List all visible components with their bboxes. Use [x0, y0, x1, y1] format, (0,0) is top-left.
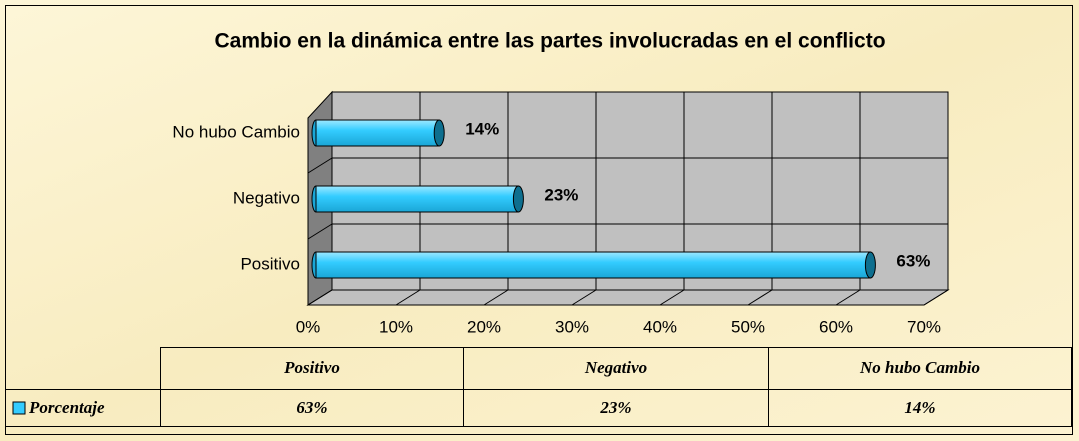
x-tick-label: 60% — [819, 317, 853, 336]
table-value: 14% — [904, 398, 935, 417]
legend-label: Porcentaje — [28, 398, 105, 417]
x-tick-label: 40% — [643, 317, 677, 336]
data-label: 63% — [896, 251, 930, 270]
table-border — [160, 347, 1072, 427]
grid-floor-line — [483, 289, 509, 306]
grid-floor-line — [571, 289, 597, 306]
y-tick-label: Negativo — [233, 188, 300, 207]
grid-floor-line — [395, 289, 421, 306]
table-value: 63% — [296, 398, 327, 417]
grid-floor-line — [747, 289, 773, 306]
bar — [315, 185, 519, 213]
floor — [306, 289, 950, 306]
x-tick-label: 20% — [467, 317, 501, 336]
chart-title: Cambio en la dinámica entre las partes i… — [214, 30, 885, 53]
x-tick-label: 50% — [731, 317, 765, 336]
frame — [5, 5, 1073, 435]
x-tick-label: 10% — [379, 317, 413, 336]
legend-swatch — [12, 401, 26, 415]
band-line — [307, 223, 333, 240]
y-tick-label: No hubo Cambio — [172, 122, 300, 141]
bar-cap — [433, 119, 445, 147]
y-tick-label: Positivo — [240, 254, 300, 273]
x-tick-label: 0% — [296, 317, 321, 336]
table-header: No hubo Cambio — [859, 358, 980, 377]
data-label: 23% — [544, 185, 578, 204]
data-table — [5, 347, 1072, 427]
table-header: Positivo — [283, 358, 340, 377]
bar-cap — [512, 185, 524, 213]
grid-floor-line — [307, 289, 333, 306]
grid-floor-line — [835, 289, 861, 306]
grid-floor-line — [659, 289, 685, 306]
bar — [315, 251, 871, 279]
x-tick-label: 70% — [907, 317, 941, 336]
bar-cap — [864, 251, 876, 279]
table-value: 23% — [599, 398, 631, 417]
bar — [315, 119, 440, 147]
data-label: 14% — [465, 119, 499, 138]
table-border — [5, 389, 161, 427]
grid-floor-line — [923, 289, 949, 306]
table-header: Negativo — [584, 358, 647, 377]
band-line — [307, 157, 333, 174]
x-tick-label: 30% — [555, 317, 589, 336]
